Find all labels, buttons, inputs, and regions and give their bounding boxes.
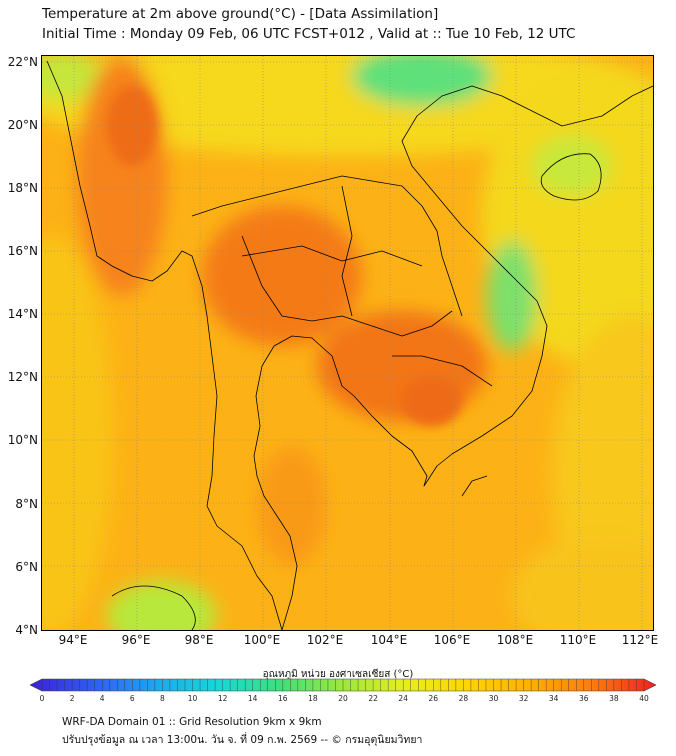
colorbar-tick: 38 <box>609 694 619 703</box>
colorbar-tick: 40 <box>639 694 649 703</box>
colorbar-tick: 12 <box>217 694 228 703</box>
lat-label: 20°N <box>7 118 38 132</box>
colorbar-tick: 14 <box>247 694 258 703</box>
colorbar-tick: 10 <box>187 694 198 703</box>
lon-label: 102°E <box>306 633 344 647</box>
lat-label: 10°N <box>7 433 38 447</box>
lon-label: 112°E <box>621 633 659 647</box>
lon-label: 108°E <box>496 633 534 647</box>
colorbar-tick: 30 <box>488 694 499 703</box>
colorbar-tick: 16 <box>278 694 288 703</box>
colorbar-tick: 32 <box>518 694 529 703</box>
lon-label: 100°E <box>243 633 281 647</box>
colorbar-tick: 28 <box>458 694 469 703</box>
map-title: Temperature at 2m above ground(°C) - [Da… <box>42 6 439 22</box>
lat-label: 14°N <box>7 307 38 321</box>
colorbar-title: อุณหภูมิ หน่วย องศาเซลเซียส (°C) <box>262 669 414 680</box>
lon-label: 104°E <box>370 633 408 647</box>
colorbar-tick: 6 <box>129 694 135 703</box>
lat-label: 12°N <box>7 370 38 384</box>
colorbar-tick: 36 <box>579 694 589 703</box>
colorbar-tick: 24 <box>398 694 408 703</box>
temperature-field <box>42 56 653 630</box>
lat-label: 22°N <box>7 55 38 69</box>
map-subtitle: Initial Time : Monday 09 Feb, 06 UTC FCS… <box>42 26 576 42</box>
lat-label: 18°N <box>7 181 38 195</box>
colorbar-tick: 34 <box>548 694 559 703</box>
colorbar-tick: 18 <box>308 694 318 703</box>
colorbar <box>30 678 656 692</box>
lon-label: 106°E <box>433 633 471 647</box>
colorbar-tick: 0 <box>39 694 45 703</box>
lat-label: 6°N <box>15 560 38 574</box>
lat-label: 4°N <box>15 623 38 637</box>
lon-label: 110°E <box>559 633 597 647</box>
colorbar-tick: 20 <box>338 694 348 703</box>
lon-label: 96°E <box>121 633 151 647</box>
colorbar-tick: 22 <box>368 694 378 703</box>
footer-model-info: WRF-DA Domain 01 :: Grid Resolution 9km … <box>62 716 322 728</box>
lon-label: 94°E <box>58 633 88 647</box>
lat-label: 8°N <box>15 497 38 511</box>
temperature-map <box>41 55 654 631</box>
colorbar-tick: 2 <box>69 694 75 703</box>
colorbar-tick: 4 <box>99 694 105 703</box>
lon-label: 98°E <box>184 633 214 647</box>
colorbar-tick: 26 <box>428 694 439 703</box>
lat-label: 16°N <box>7 244 38 258</box>
footer-update-info: ปรับปรุงข้อมูล ณ เวลา 13:00น. วัน จ. ที่… <box>62 734 423 746</box>
colorbar-tick: 8 <box>160 694 165 703</box>
